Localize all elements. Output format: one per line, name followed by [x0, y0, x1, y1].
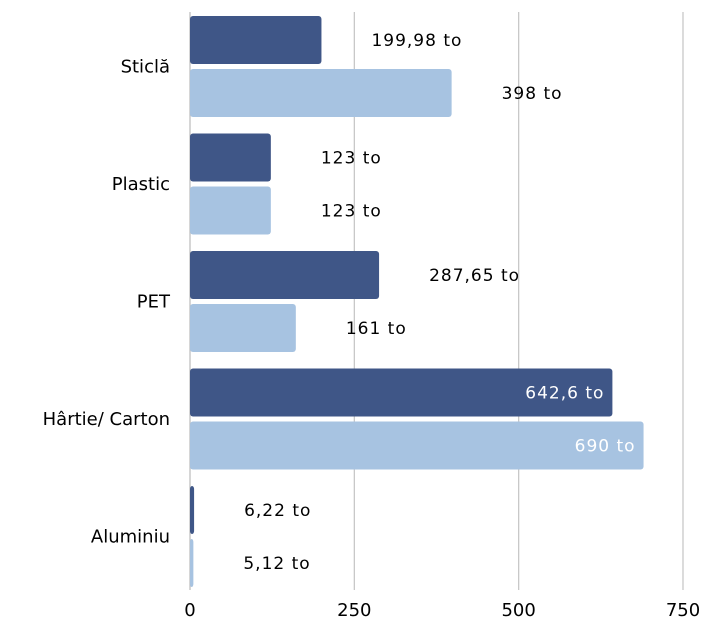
data-label-4-series-1: 5,12 to: [243, 554, 310, 574]
data-label-3-series-1: 690 to: [575, 437, 636, 457]
x-tick-label-500: 500: [501, 600, 535, 619]
bar-0-series-0: [190, 16, 322, 64]
data-label-4-series-0: 6,22 to: [244, 501, 311, 521]
bar-3-series-1: [190, 421, 644, 470]
category-label-0: Sticlă: [121, 57, 170, 78]
category-label-1: Plastic: [112, 174, 170, 195]
data-labels: 199,98 to 398 to 123 to 123 to 287,65 to 161 …: [243, 31, 636, 574]
data-label-0-series-0: 199,98 to: [371, 31, 462, 51]
bar-2-series-0: [190, 251, 380, 299]
x-tick-label-750: 750: [666, 600, 700, 619]
category-labels: Sticlă Plastic PET Hârtie/ Carton Aluminiu: [43, 57, 171, 548]
data-label-2-series-0: 287,65 to: [429, 266, 520, 286]
data-label-1-series-0: 123 to: [321, 149, 382, 169]
bars: [190, 16, 644, 587]
data-label-1-series-1: 123 to: [321, 202, 382, 222]
data-label-3-series-0: 642,6 to: [525, 384, 604, 404]
category-label-3: Hârtie/ Carton: [43, 409, 170, 430]
x-tick-label-250: 250: [337, 600, 371, 619]
bar-1-series-0: [190, 133, 271, 182]
bar-4-series-0: [190, 486, 195, 534]
bar-0-series-1: [190, 69, 452, 117]
bar-2-series-1: [190, 304, 296, 352]
x-tick-label-0: 0: [184, 600, 195, 619]
bar-4-series-1: [190, 539, 194, 587]
data-label-0-series-1: 398 to: [502, 84, 563, 104]
category-label-4: Aluminiu: [91, 527, 170, 548]
bar-3-series-0: [190, 368, 613, 417]
category-label-2: PET: [137, 292, 171, 313]
x-tick-labels: 0 250 500 750: [184, 600, 700, 619]
data-label-2-series-1: 161 to: [346, 319, 407, 339]
bar-1-series-1: [190, 186, 271, 235]
